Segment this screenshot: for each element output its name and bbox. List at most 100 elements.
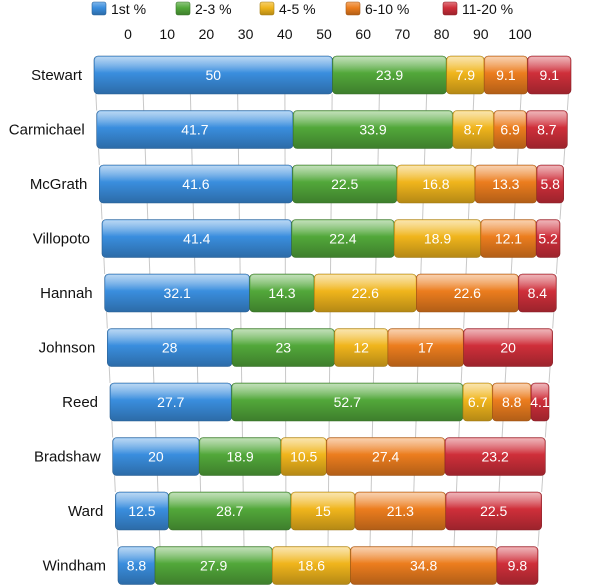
value-label: 27.7 [157,394,184,410]
gridline [116,529,119,547]
bar-segment-highlight [113,438,199,455]
value-label: 9.1 [496,67,516,83]
tick-label-60: 60 [355,26,371,42]
value-label: 8.4 [528,285,548,301]
legend-swatch-4 [345,1,361,16]
gridline [152,366,155,384]
bar-segment-highlight [537,166,563,182]
value-label: 16.8 [422,176,449,192]
value-label: 4.1 [530,394,550,410]
gridline [510,257,513,275]
gridline [513,202,516,220]
bar-segment-highlight [105,275,249,291]
gridline [453,529,456,547]
category-label: Windham [43,558,106,575]
x-axis-ticks: 0 10 20 30 40 50 60 70 80 90 100 [124,26,532,42]
value-label: 14.3 [268,285,295,301]
bar-segment-highlight [315,275,416,291]
value-label: 23.2 [482,449,509,465]
tick-label-20: 20 [199,26,215,42]
bar-segment-highlight [103,220,291,237]
gridline [423,148,426,166]
gridline [537,529,540,547]
gridline [415,420,417,438]
legend-label-2: 2-3 % [195,1,232,17]
bar-segment-highlight [417,275,518,291]
value-label: 12 [353,340,369,356]
bar-segment-highlight [333,57,446,73]
gridline [507,311,510,329]
value-label: 21.3 [387,503,414,519]
gridline [516,148,519,166]
gridline [495,529,498,547]
value-label: 28 [162,340,178,356]
bar-segment-highlight [527,111,567,128]
value-label: 50 [205,67,221,83]
value-label: 12.1 [495,231,522,247]
value-label: 41.7 [181,122,208,138]
gridline [154,420,157,438]
bar-segment-highlight [464,329,552,346]
value-label: 6.9 [500,122,520,138]
category-label: Stewart [31,67,83,84]
gridline [156,475,159,493]
category-label: Villopoto [33,231,90,248]
value-label: 23 [275,340,291,356]
bar-segment-highlight [200,438,280,455]
bar-segment-highlight [481,220,536,237]
bar-segment-highlight [395,220,480,237]
bar-segment-highlight [119,547,154,564]
gridline [416,366,419,384]
gridline [463,311,465,329]
legend-swatch-3 [259,1,275,16]
gridline [98,148,100,166]
value-label: 8.7 [464,122,484,138]
bar-segment-highlight [397,166,474,182]
bar-segment-highlight [116,493,168,509]
bar-segment-highlight [532,384,548,400]
gridline [519,93,522,111]
value-label: 22.5 [480,503,507,519]
gridline [559,202,562,220]
bar-segment-highlight [273,547,350,564]
gridline [148,257,151,275]
bar-segment-highlight [97,111,293,128]
value-label: 34.8 [410,558,437,574]
value-label: 18.9 [226,449,253,465]
gridline [144,148,147,166]
value-label: 41.6 [182,176,209,192]
value-label: 7.9 [456,67,476,83]
gridline [158,529,161,547]
bar-segment-highlight [233,329,334,346]
bars: 50 23.9 7.9 9.1 9.1 41.7 33.9 8.7 6.9 8.7 41.6 22.5… [93,55,572,585]
gridline [563,148,566,166]
value-label: 22.4 [329,231,356,247]
tick-label-40: 40 [277,26,293,42]
gridline [103,257,106,275]
tick-label-70: 70 [395,26,411,42]
gridline [465,257,468,275]
category-label: Johnson [39,340,96,357]
value-label: 32.1 [164,285,191,301]
value-label: 9.8 [508,558,528,574]
gridline [108,366,111,384]
gridline [548,366,551,384]
category-label: Carmichael [9,122,85,139]
gridline [425,93,428,111]
bar-segment-highlight [327,438,444,455]
legend-swatch-5 [442,1,458,16]
bar-segment-highlight [475,166,536,182]
gridline [411,529,414,547]
value-label: 22.6 [352,285,379,301]
value-label: 6.7 [468,394,488,410]
bar-segment-highlight [494,111,526,128]
bar-segment-highlight [445,438,545,455]
category-label: Reed [62,394,98,411]
bar-segment-highlight [493,384,531,400]
tick-label-100: 100 [508,26,532,42]
gridline [422,202,424,220]
value-label: 8.8 [127,558,147,574]
gridline [142,93,145,111]
legend: 1st % 2-3 % 4-5 % 6-10 % 11-20 % [91,1,513,17]
value-label: 22.6 [454,285,481,301]
